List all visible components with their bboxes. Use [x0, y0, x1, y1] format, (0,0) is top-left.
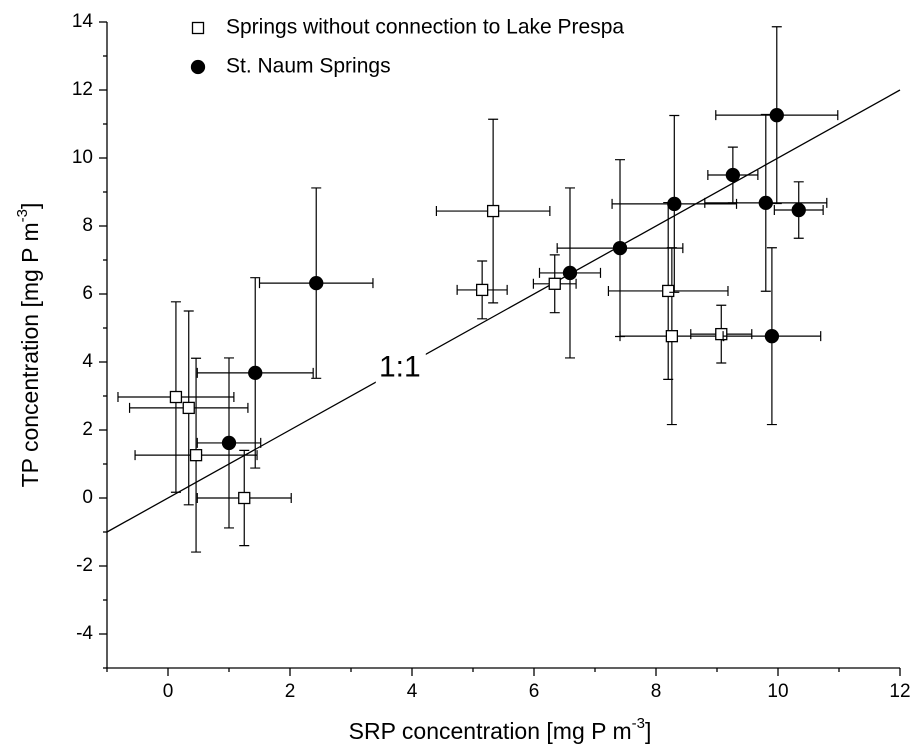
point: [486, 204, 500, 218]
reference-label: 1:1: [379, 351, 421, 384]
y-tick-label: -4: [76, 623, 93, 644]
y-axis-label-suffix: ]: [17, 203, 43, 209]
y-tick-label: 14: [72, 11, 94, 32]
point: [221, 435, 237, 451]
point: [667, 196, 682, 212]
x-axis-label: SRP concentration [mg P m-3]: [349, 715, 652, 744]
point: [548, 277, 561, 290]
point: [791, 202, 806, 218]
x-tick-label: 2: [285, 681, 296, 702]
point: [769, 108, 784, 123]
x-tick-label: 0: [163, 681, 174, 702]
legend-label: St. Naum Springs: [226, 55, 391, 78]
x-axis-label-superscript: -3: [632, 715, 645, 732]
x-tick-label: 6: [529, 681, 540, 702]
x-tick-label: 4: [407, 681, 418, 702]
point: [665, 330, 679, 343]
y-tick-label: 6: [82, 283, 93, 304]
reference-label-bg: [375, 350, 426, 387]
y-tick-label: -2: [76, 555, 93, 576]
y-tick-label: 0: [82, 487, 93, 508]
point: [248, 365, 263, 381]
y-tick-label: 2: [82, 419, 93, 440]
point: [562, 265, 578, 281]
reference-line: [106, 89, 901, 533]
x-tick-label: 8: [651, 681, 662, 702]
legend-marker: [191, 21, 205, 35]
y-tick-label: 8: [82, 215, 93, 236]
point: [475, 283, 489, 297]
x-tick-label: 10: [767, 681, 788, 702]
y-tick-label: 4: [82, 351, 93, 372]
point: [758, 195, 773, 211]
point: [715, 327, 728, 341]
y-axis-label: TP concentration [mg P m-3]: [14, 203, 43, 488]
x-axis-label-suffix: ]: [645, 718, 651, 744]
point: [189, 449, 203, 462]
legend-label: Springs without connection to Lake Presp…: [226, 16, 624, 39]
y-axis-label-text: TP concentration [mg P m: [17, 222, 43, 487]
y-axis-label-superscript: -3: [14, 209, 31, 222]
point: [612, 240, 628, 256]
point: [764, 329, 780, 344]
point: [662, 284, 675, 298]
x-tick-label: 12: [889, 681, 910, 702]
point: [169, 390, 183, 404]
x-axis-label-text: SRP concentration [mg P m: [349, 718, 632, 744]
point: [725, 167, 741, 183]
y-tick-label: 10: [72, 147, 93, 168]
point: [309, 275, 324, 291]
point: [238, 491, 251, 505]
legend-marker: [190, 59, 206, 75]
point: [182, 401, 195, 415]
y-tick-label: 12: [72, 79, 93, 100]
